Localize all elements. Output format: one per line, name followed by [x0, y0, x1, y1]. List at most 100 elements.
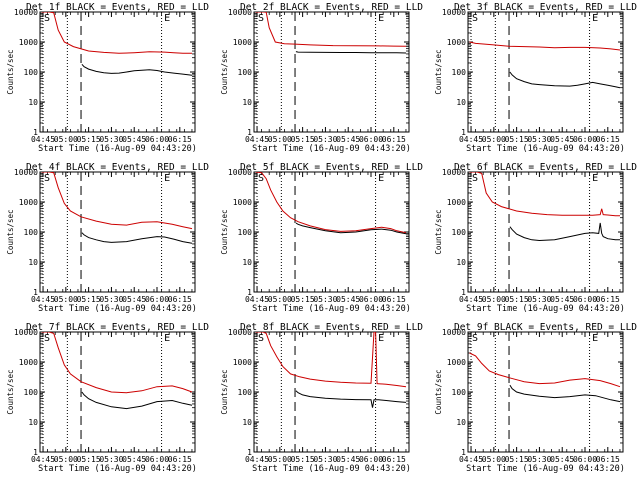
x-tick-label: 05:00	[54, 455, 78, 464]
corner-letter: S	[258, 173, 264, 184]
x-tick-label: 06:15	[382, 455, 406, 464]
x-tick-label: 06:00	[145, 135, 169, 144]
y-tick-label: 1	[33, 448, 38, 457]
x-tick-label: 05:45	[122, 455, 146, 464]
x-axis-label: Start Time (16-Aug-09 04:43:20)	[252, 144, 411, 154]
x-tick-label: 05:45	[550, 455, 574, 464]
events-series-line	[81, 232, 193, 244]
panel-8: Det 8f BLACK = Events, RED = LLD 1 10 100 10…	[220, 322, 423, 474]
y-tick-label: 10	[28, 418, 38, 427]
x-tick-label: 06:00	[145, 295, 169, 304]
y-tick-label: 10000	[14, 8, 38, 17]
corner-letter: E	[164, 13, 170, 24]
x-tick-label: 05:30	[527, 135, 551, 144]
y-tick-label: 10	[242, 98, 252, 107]
lld-series-line	[41, 12, 192, 54]
x-tick-label: 05:15	[77, 135, 101, 144]
y-tick-label: 100	[452, 68, 467, 77]
y-tick-label: 1000	[19, 38, 38, 47]
y-axis-label: Counts/sec	[434, 369, 443, 414]
x-axis-label: Start Time (16-Aug-09 04:43:20)	[466, 144, 625, 154]
x-axis-label: Start Time (16-Aug-09 04:43:20)	[38, 464, 197, 474]
x-tick-label: 06:00	[359, 295, 383, 304]
x-tick-label: 05:00	[54, 135, 78, 144]
y-tick-label: 10	[456, 258, 466, 267]
x-tick-label: 05:00	[482, 455, 506, 464]
plot-frame	[253, 331, 410, 453]
x-tick-label: 05:00	[268, 135, 292, 144]
lld-series-line	[255, 332, 407, 388]
y-tick-label: 1000	[447, 198, 466, 207]
y-axis-label: Counts/sec	[220, 369, 229, 414]
x-tick-label: 05:30	[99, 455, 123, 464]
x-axis-label: Start Time (16-Aug-09 04:43:20)	[466, 464, 625, 474]
corner-letter: S	[44, 173, 50, 184]
events-series-line	[509, 384, 621, 403]
x-tick-label: 04:45	[459, 135, 483, 144]
y-tick-label: 10000	[228, 168, 252, 177]
y-tick-label: 1	[33, 288, 38, 297]
events-series-line	[81, 391, 193, 410]
x-tick-label: 05:15	[77, 455, 101, 464]
plot-frame	[467, 331, 624, 453]
y-tick-label: 10000	[228, 328, 252, 337]
x-tick-label: 04:45	[245, 135, 269, 144]
y-tick-label: 10000	[228, 8, 252, 17]
x-tick-label: 05:15	[505, 295, 529, 304]
y-axis-label: Counts/sec	[434, 209, 443, 254]
x-tick-label: 06:15	[596, 295, 620, 304]
y-tick-label: 100	[238, 228, 253, 237]
panel-title: Det 2f BLACK = Events, RED = LLD	[240, 2, 423, 13]
y-tick-label: 10000	[442, 8, 466, 17]
x-tick-label: 05:15	[291, 295, 315, 304]
y-tick-label: 1	[247, 448, 252, 457]
y-tick-label: 100	[452, 388, 467, 397]
y-tick-label: 10	[242, 418, 252, 427]
x-tick-label: 05:30	[313, 455, 337, 464]
x-tick-label: 06:00	[145, 455, 169, 464]
plot-frame	[39, 11, 196, 133]
plot-frame	[467, 11, 624, 133]
x-axis-label: Start Time (16-Aug-09 04:43:20)	[38, 304, 197, 314]
x-tick-label: 05:00	[482, 135, 506, 144]
y-tick-label: 10	[456, 98, 466, 107]
events-series-line	[295, 222, 407, 235]
x-tick-label: 04:45	[31, 455, 55, 464]
y-tick-label: 10000	[14, 168, 38, 177]
y-tick-label: 1000	[447, 38, 466, 47]
y-tick-label: 1000	[233, 198, 252, 207]
events-series-line	[295, 390, 407, 408]
x-tick-label: 06:15	[168, 455, 192, 464]
y-tick-label: 10	[242, 258, 252, 267]
x-tick-label: 05:15	[505, 455, 529, 464]
events-series-line	[509, 71, 621, 89]
plot-frame	[253, 11, 410, 133]
y-tick-label: 10	[456, 418, 466, 427]
x-tick-label: 05:45	[336, 455, 360, 464]
corner-letter: E	[164, 333, 170, 344]
panel-2: Det 2f BLACK = Events, RED = LLD 1 10 100 10…	[220, 2, 423, 154]
plot-frame	[39, 171, 196, 293]
y-tick-label: 1	[461, 288, 466, 297]
y-tick-label: 10	[28, 98, 38, 107]
y-tick-label: 100	[452, 228, 467, 237]
panel-title: Det 8f BLACK = Events, RED = LLD	[240, 322, 423, 333]
corner-letter: E	[592, 13, 598, 24]
y-tick-label: 10000	[442, 328, 466, 337]
corner-letter: S	[258, 13, 264, 24]
x-tick-label: 05:30	[99, 295, 123, 304]
x-tick-label: 04:45	[459, 295, 483, 304]
x-tick-label: 04:45	[245, 295, 269, 304]
y-tick-label: 1	[33, 128, 38, 137]
x-tick-label: 06:00	[573, 455, 597, 464]
x-tick-label: 05:30	[527, 455, 551, 464]
x-tick-label: 05:00	[268, 295, 292, 304]
y-tick-label: 1000	[19, 358, 38, 367]
y-tick-label: 10	[28, 258, 38, 267]
y-tick-label: 100	[24, 228, 39, 237]
corner-letter: S	[472, 333, 478, 344]
events-series-line	[509, 222, 620, 242]
x-tick-label: 04:45	[459, 455, 483, 464]
x-tick-label: 04:45	[31, 135, 55, 144]
